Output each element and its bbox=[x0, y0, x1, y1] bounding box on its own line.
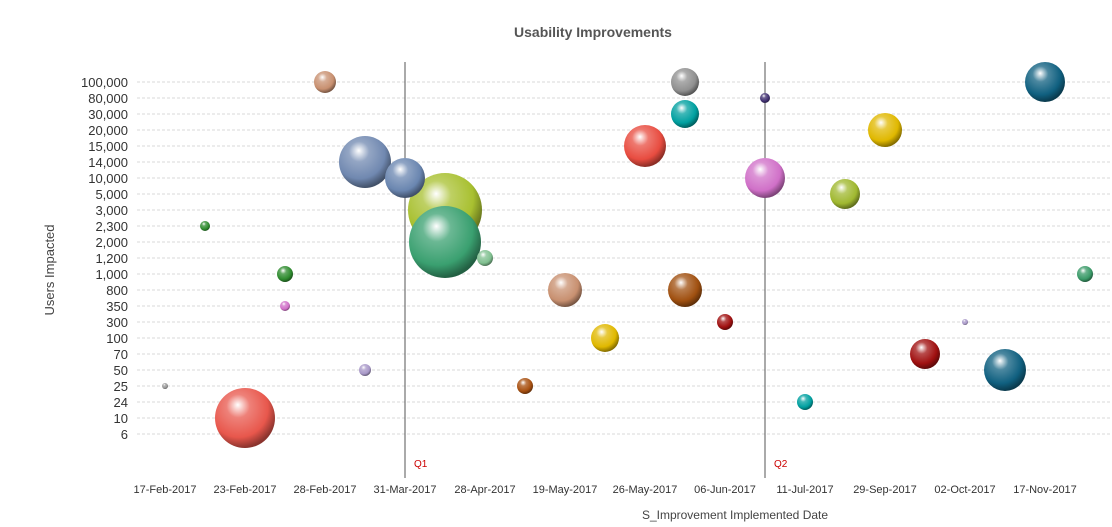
y-tick-label: 80,000 bbox=[88, 91, 128, 106]
bubble[interactable] bbox=[477, 250, 493, 266]
bubble[interactable] bbox=[162, 383, 168, 389]
bubble[interactable] bbox=[200, 221, 210, 231]
bubble[interactable] bbox=[671, 100, 699, 128]
y-tick-label: 1,200 bbox=[95, 251, 128, 266]
bubble[interactable] bbox=[830, 179, 860, 209]
x-tick-label: 31-Mar-2017 bbox=[374, 484, 437, 496]
y-tick-label: 2,300 bbox=[95, 219, 128, 234]
bubble[interactable] bbox=[215, 388, 275, 448]
bubble[interactable] bbox=[548, 273, 582, 307]
x-tick-label: 17-Nov-2017 bbox=[1013, 484, 1077, 496]
bubble[interactable] bbox=[717, 314, 733, 330]
y-tick-label: 10,000 bbox=[88, 171, 128, 186]
x-tick-label: 11-Jul-2017 bbox=[776, 484, 833, 496]
bubble[interactable] bbox=[760, 93, 770, 103]
bubble[interactable] bbox=[339, 136, 391, 188]
y-tick-label: 20,000 bbox=[88, 123, 128, 138]
x-tick-label: 28-Apr-2017 bbox=[454, 484, 515, 496]
y-tick-label: 3,000 bbox=[95, 203, 128, 218]
x-tick-label: 17-Feb-2017 bbox=[134, 484, 197, 496]
y-tick-label: 24 bbox=[114, 395, 128, 410]
bubble[interactable] bbox=[314, 71, 336, 93]
bubble[interactable] bbox=[359, 364, 371, 376]
y-tick-label: 100,000 bbox=[81, 75, 128, 90]
x-tick-label: 29-Sep-2017 bbox=[853, 484, 917, 496]
y-tick-label: 25 bbox=[114, 379, 128, 394]
bubble[interactable] bbox=[910, 339, 940, 369]
y-axis-title: Users Impacted bbox=[42, 224, 57, 315]
y-tick-label: 350 bbox=[106, 299, 128, 314]
x-tick-label: 02-Oct-2017 bbox=[934, 484, 995, 496]
x-tick-label: 23-Feb-2017 bbox=[214, 484, 277, 496]
y-tick-label: 30,000 bbox=[88, 107, 128, 122]
y-tick-label: 10 bbox=[114, 411, 128, 426]
bubble[interactable] bbox=[797, 394, 813, 410]
bubble[interactable] bbox=[624, 125, 666, 167]
bubble[interactable] bbox=[962, 319, 968, 325]
y-tick-label: 2,000 bbox=[95, 235, 128, 250]
bubble[interactable] bbox=[591, 324, 619, 352]
bubble[interactable] bbox=[277, 266, 293, 282]
bubble[interactable] bbox=[409, 206, 481, 278]
y-tick-label: 15,000 bbox=[88, 139, 128, 154]
y-tick-label: 14,000 bbox=[88, 155, 128, 170]
y-tick-label: 800 bbox=[106, 283, 128, 298]
bubble[interactable] bbox=[1025, 62, 1065, 102]
y-tick-label: 1,000 bbox=[95, 267, 128, 282]
y-tick-label: 50 bbox=[114, 363, 128, 378]
x-axis-title: S_Improvement Implemented Date bbox=[642, 508, 828, 522]
y-tick-label: 100 bbox=[106, 331, 128, 346]
x-tick-label: 19-May-2017 bbox=[533, 484, 598, 496]
bubble[interactable] bbox=[385, 158, 425, 198]
bubble[interactable] bbox=[671, 68, 699, 96]
y-tick-label: 300 bbox=[106, 315, 128, 330]
chart-title: Usability Improvements bbox=[514, 24, 672, 40]
y-tick-label: 5,000 bbox=[95, 187, 128, 202]
reference-label: Q1 bbox=[414, 459, 428, 470]
bubble[interactable] bbox=[868, 113, 902, 147]
bubble[interactable] bbox=[517, 378, 533, 394]
bubble[interactable] bbox=[280, 301, 290, 311]
reference-label: Q2 bbox=[774, 459, 788, 470]
bubble[interactable] bbox=[668, 273, 702, 307]
x-tick-label: 06-Jun-2017 bbox=[694, 484, 756, 496]
y-tick-label: 70 bbox=[114, 347, 128, 362]
x-tick-label: 28-Feb-2017 bbox=[294, 484, 357, 496]
bubble[interactable] bbox=[984, 349, 1026, 391]
y-tick-label: 6 bbox=[121, 427, 128, 442]
bubble[interactable] bbox=[1077, 266, 1093, 282]
x-tick-label: 26-May-2017 bbox=[613, 484, 678, 496]
bubble[interactable] bbox=[745, 158, 785, 198]
